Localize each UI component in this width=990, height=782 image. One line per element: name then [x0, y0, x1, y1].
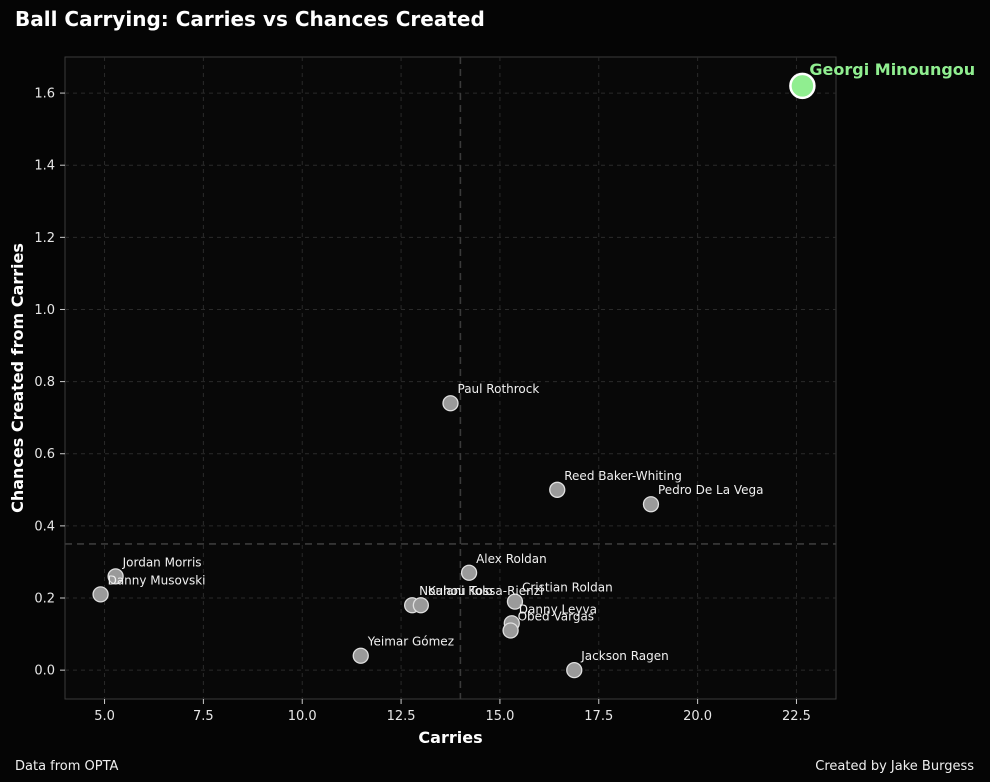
data-point-label: Kalani Kossa-Rienzi [428, 584, 544, 598]
y-axis-label: Chances Created from Carries [8, 243, 27, 513]
highlight-point [789, 72, 816, 100]
data-point [549, 481, 566, 498]
x-tick-label: 20.0 [683, 709, 712, 724]
data-points [92, 72, 816, 679]
data-source-note: Data from OPTA [15, 759, 119, 774]
data-point-label: Cristian Roldan [522, 581, 613, 595]
data-point-label: Jordan Morris [122, 555, 202, 569]
x-tick-label: 17.5 [584, 709, 613, 724]
x-tick-label: 12.5 [387, 709, 416, 724]
y-tick-label: 1.0 [34, 303, 55, 318]
x-axis-label: Carries [418, 728, 482, 747]
data-point [352, 647, 369, 664]
data-point-label: Yeimar Gómez [367, 635, 454, 649]
y-tick-label: 0.6 [34, 447, 55, 462]
data-point-label: Paul Rothrock [458, 382, 540, 396]
data-point-label: Danny Leyva [519, 602, 597, 616]
reference-lines [65, 57, 836, 699]
x-tick-label: 5.0 [94, 709, 115, 724]
y-tick-label: 0.8 [34, 375, 55, 390]
data-point [442, 395, 459, 412]
data-point-label: Reed Baker-Whiting [564, 469, 682, 483]
y-tick-label: 1.2 [34, 231, 55, 246]
x-tick-label: 10.0 [288, 709, 317, 724]
y-tick-label: 1.4 [34, 159, 55, 174]
data-point [502, 622, 519, 639]
data-point-label: Pedro De La Vega [658, 483, 764, 497]
data-point [642, 496, 660, 513]
data-point-label: Alex Roldan [476, 552, 547, 566]
credit-note: Created by Jake Burgess [815, 759, 974, 774]
data-point [92, 586, 109, 603]
data-point [412, 597, 429, 614]
data-point-label: Danny Musovski [108, 573, 206, 587]
y-tick-label: 1.6 [34, 87, 55, 102]
data-point [506, 593, 524, 610]
data-point [566, 661, 583, 679]
y-axis-ticks: 0.0 0.2 0.4 0.6 0.8 1.0 1.2 1.4 1.6 [34, 87, 65, 679]
x-axis-ticks: 5.0 7.5 10.0 12.5 15.0 17.5 20.0 22.5 [94, 699, 811, 724]
grid-lines [65, 57, 836, 699]
highlight-point-label: Georgi Minoungou [809, 60, 975, 79]
y-tick-label: 0.0 [34, 664, 55, 679]
y-tick-label: 0.4 [34, 519, 55, 534]
data-point [107, 568, 124, 585]
data-point [460, 564, 478, 581]
y-tick-label: 0.2 [34, 592, 55, 607]
plot-area [64, 56, 837, 700]
data-point-label: Obed Vargas [518, 609, 594, 623]
x-tick-label: 7.5 [193, 709, 214, 724]
x-tick-label: 15.0 [485, 709, 514, 724]
data-point-label: Jackson Ragen [580, 649, 669, 663]
point-labels: Georgi Minoungou Paul Rothrock Reed Baker-… [108, 60, 976, 663]
chart-title: Ball Carrying: Carries vs Chances Create… [15, 7, 485, 31]
data-point-label: Nouhou Tolo [419, 584, 493, 598]
x-tick-label: 22.5 [782, 709, 811, 724]
